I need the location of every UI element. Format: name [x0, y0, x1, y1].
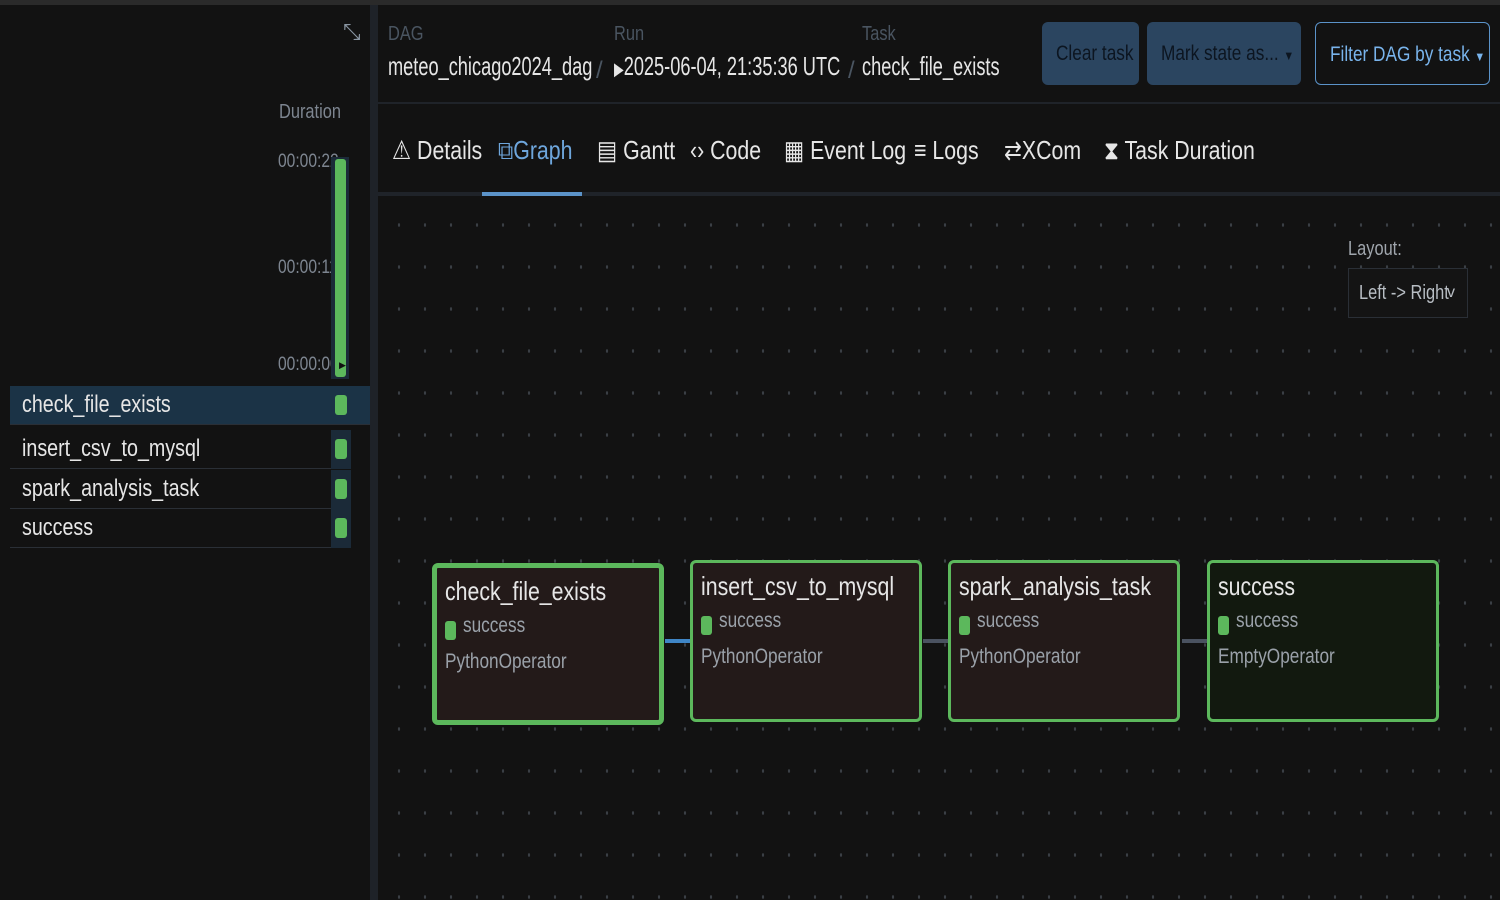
logs-icon: ≡: [914, 135, 927, 165]
tab-xcom[interactable]: ⇄XCom: [1004, 135, 1081, 166]
code-icon: ‹›: [690, 135, 705, 165]
breadcrumb-label: Task: [862, 23, 896, 45]
xcom-icon: ⇄: [1004, 135, 1022, 165]
task-name: success: [22, 514, 94, 541]
task-node[interactable]: spark_analysis_task success PythonOperat…: [948, 560, 1180, 722]
tab-label: Logs: [932, 135, 979, 165]
tab-label: Event Log: [810, 135, 907, 165]
task-state-square[interactable]: [335, 395, 347, 415]
node-operator: EmptyOperator: [1218, 645, 1335, 668]
task-name: check_file_exists: [22, 391, 171, 418]
task-state-square[interactable]: [335, 439, 347, 459]
tab-graph[interactable]: ⧉Graph: [498, 135, 572, 167]
breadcrumb-run[interactable]: Run ▶2025-06-04, 21:35:36 UTC: [614, 23, 937, 82]
clear-task-button[interactable]: Clear task: [1042, 22, 1139, 85]
divider: [378, 192, 1500, 196]
task-row[interactable]: check_file_exists: [10, 386, 370, 425]
play-icon: ▶: [339, 360, 346, 370]
play-icon: ▶: [614, 59, 624, 79]
state-square: [1218, 616, 1229, 635]
tab-label: Graph: [513, 135, 573, 165]
node-name: spark_analysis_task: [959, 571, 1151, 601]
tab-bar: ⚠ Details ⧉Graph ▤ Gantt ‹› Code ▦ Event…: [378, 125, 1500, 195]
node-state: success: [1236, 609, 1299, 632]
filter-label: Filter DAG by task: [1330, 43, 1470, 66]
dag-id[interactable]: meteo_chicago2024_dag: [388, 51, 593, 81]
clear-task-label: Clear task: [1056, 42, 1134, 65]
tab-event-log[interactable]: ▦ Event Log: [784, 135, 906, 166]
hourglass-icon: ⧗: [1104, 135, 1119, 165]
state-square: [445, 621, 456, 640]
active-tab-indicator: [482, 192, 582, 196]
task-state-square[interactable]: [335, 518, 347, 538]
node-operator: PythonOperator: [701, 645, 823, 668]
breadcrumb-separator: /: [848, 57, 855, 84]
node-name: insert_csv_to_mysql: [701, 571, 895, 601]
task-node[interactable]: insert_csv_to_mysql success PythonOperat…: [690, 560, 922, 722]
node-name: check_file_exists: [445, 576, 607, 606]
task-row[interactable]: spark_analysis_task: [10, 470, 351, 509]
tab-gantt[interactable]: ▤ Gantt: [597, 135, 675, 166]
edge: [923, 639, 949, 643]
node-name: success: [1218, 571, 1296, 601]
details-panel: DAG meteo_chicago2024_dag / Run ▶2025-06…: [378, 5, 1500, 900]
tab-code[interactable]: ‹› Code: [690, 135, 761, 166]
edge: [665, 639, 691, 643]
duration-label: Duration: [279, 101, 341, 123]
duration-tick: 00:00:11: [278, 257, 338, 278]
duration-tick: 00:00:22: [278, 151, 339, 172]
tab-label: Code: [710, 135, 762, 165]
panel-resize-handle[interactable]: [370, 5, 378, 900]
event-log-icon: ▦: [784, 135, 805, 165]
task-name: spark_analysis_task: [22, 475, 200, 502]
breadcrumb-task[interactable]: Task check_file_exists: [862, 23, 1059, 82]
state-square: [959, 616, 970, 635]
mark-state-label: Mark state as...: [1161, 42, 1279, 65]
state-square: [701, 616, 712, 635]
window-top-border: [0, 0, 1500, 5]
breadcrumb-separator: /: [596, 57, 603, 84]
mark-state-button[interactable]: Mark state as... ▼: [1147, 22, 1301, 85]
caret-down-icon: ▼: [1474, 49, 1486, 64]
tab-label: Details: [417, 135, 483, 165]
gantt-icon: ▤: [597, 135, 618, 165]
task-name: insert_csv_to_mysql: [22, 435, 201, 462]
filter-dag-button[interactable]: Filter DAG by task ▼: [1315, 22, 1490, 85]
edge: [1182, 639, 1208, 643]
node-operator: PythonOperator: [445, 650, 567, 673]
divider: [378, 102, 1500, 104]
breadcrumb-label: Run: [614, 23, 645, 45]
node-state: success: [463, 614, 526, 637]
task-row[interactable]: success: [10, 509, 351, 548]
node-operator: PythonOperator: [959, 645, 1081, 668]
tab-task-duration[interactable]: ⧗ Task Duration: [1104, 135, 1255, 167]
chevron-down-icon: v: [1447, 284, 1455, 301]
layout-label: Layout:: [1348, 238, 1402, 260]
graph-icon: ⧉: [498, 135, 514, 165]
layout-select[interactable]: Left -> Right v: [1348, 268, 1468, 318]
task-state-square[interactable]: [335, 479, 347, 499]
task-node[interactable]: success success EmptyOperator: [1207, 560, 1439, 722]
warning-triangle-icon: ⚠: [392, 135, 412, 165]
tab-label: XCom: [1021, 135, 1082, 165]
task-node[interactable]: check_file_exists success PythonOperator: [432, 563, 664, 725]
task-id[interactable]: check_file_exists: [862, 51, 1000, 81]
graph-canvas[interactable]: Layout: Left -> Right v check_file_exist…: [378, 198, 1500, 900]
node-state: success: [977, 609, 1040, 632]
tab-details[interactable]: ⚠ Details: [392, 135, 482, 166]
duration-tick: 00:00:00: [278, 354, 339, 375]
node-state: success: [719, 609, 782, 632]
breadcrumb-label: DAG: [388, 23, 424, 45]
layout-value: Left -> Right: [1359, 282, 1449, 304]
collapse-icon[interactable]: ⤡: [343, 19, 361, 44]
run-id: 2025-06-04, 21:35:36 UTC: [623, 51, 841, 81]
grid-panel: ⤡ Duration 00:00:22 00:00:11 00:00:00 ▶ …: [0, 5, 370, 900]
task-row[interactable]: insert_csv_to_mysql: [10, 430, 351, 469]
tab-label: Gantt: [623, 135, 676, 165]
tab-label: Task Duration: [1124, 135, 1255, 165]
breadcrumb-dag[interactable]: DAG meteo_chicago2024_dag: [388, 23, 680, 82]
caret-down-icon: ▼: [1283, 48, 1295, 63]
run-duration-bar[interactable]: [335, 159, 346, 377]
tab-logs[interactable]: ≡ Logs: [914, 135, 979, 166]
